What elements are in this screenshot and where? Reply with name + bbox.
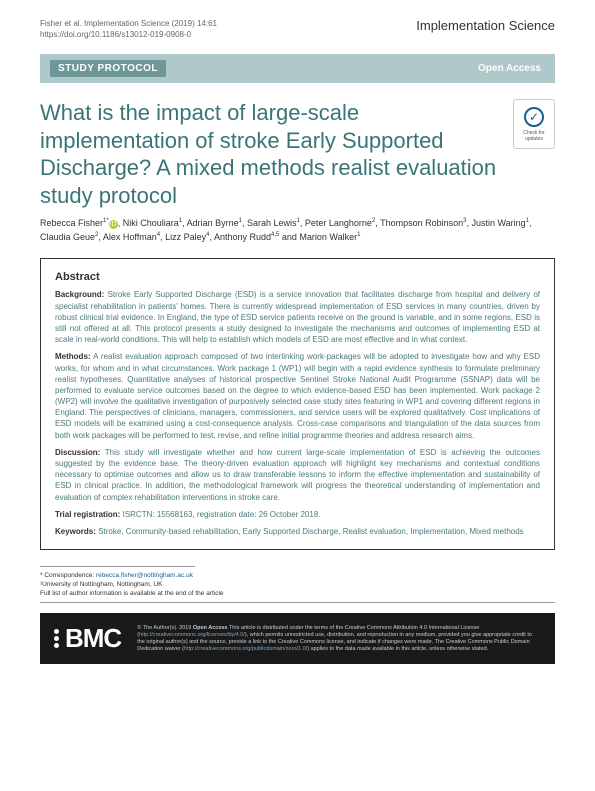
authors-list: Rebecca Fisher1*iD, Niki Chouliara1, Adr… bbox=[0, 217, 595, 258]
divider bbox=[40, 566, 195, 567]
author-info-note: Full list of author information is avail… bbox=[40, 589, 555, 598]
methods-text: A realist evaluation approach composed o… bbox=[55, 352, 540, 439]
check-icon: ✓ bbox=[524, 107, 544, 127]
abstract-box: Abstract Background: Stroke Early Suppor… bbox=[40, 258, 555, 550]
methods-label: Methods: bbox=[55, 352, 91, 361]
bmc-text: BMC bbox=[65, 623, 121, 654]
check-updates-text: Check for updates bbox=[518, 130, 550, 142]
trial-label: Trial registration: bbox=[55, 510, 120, 519]
correspondence-email: * Correspondence: rebecca.fisher@notting… bbox=[40, 571, 555, 580]
article-type-banner: STUDY PROTOCOL Open Access bbox=[40, 54, 555, 83]
journal-name: Implementation Science bbox=[416, 18, 555, 40]
abstract-methods: Methods: A realist evaluation approach c… bbox=[55, 351, 540, 441]
open-access-label: Open Access bbox=[478, 63, 545, 74]
abstract-heading: Abstract bbox=[55, 271, 540, 283]
keywords-label: Keywords: bbox=[55, 527, 96, 536]
email-link[interactable]: rebecca.fisher@nottingham.ac.uk bbox=[96, 572, 193, 579]
abstract-trial: Trial registration: ISRCTN: 15568163, re… bbox=[55, 509, 540, 520]
divider bbox=[40, 602, 555, 603]
citation-block: Fisher et al. Implementation Science (20… bbox=[40, 18, 217, 40]
abstract-background: Background: Stroke Early Supported Disch… bbox=[55, 289, 540, 345]
background-text: Stroke Early Supported Discharge (ESD) i… bbox=[55, 290, 540, 344]
study-protocol-label: STUDY PROTOCOL bbox=[50, 60, 166, 77]
correspondence-section: * Correspondence: rebecca.fisher@notting… bbox=[0, 550, 595, 603]
discussion-text: This study will investigate whether and … bbox=[55, 448, 540, 502]
affiliation-line: ¹University of Nottingham, Nottingham, U… bbox=[40, 580, 555, 589]
abstract-keywords: Keywords: Stroke, Community-based rehabi… bbox=[55, 526, 540, 537]
publisher-footer: BMC © The Author(s). 2019 Open Access Th… bbox=[40, 613, 555, 664]
article-title: What is the impact of large-scale implem… bbox=[40, 99, 501, 209]
discussion-label: Discussion: bbox=[55, 448, 100, 457]
background-label: Background: bbox=[55, 290, 104, 299]
crossmark-badge[interactable]: ✓ Check for updates bbox=[513, 99, 555, 149]
doi-text: https://doi.org/10.1186/s13012-019-0908-… bbox=[40, 29, 217, 40]
title-section: What is the impact of large-scale implem… bbox=[0, 83, 595, 217]
trial-text: ISRCTN: 15568163, registration date: 26 … bbox=[123, 510, 321, 519]
bmc-logo: BMC bbox=[54, 623, 121, 654]
page-header: Fisher et al. Implementation Science (20… bbox=[0, 0, 595, 48]
license-text: © The Author(s). 2019 Open Access This a… bbox=[137, 625, 541, 654]
citation-text: Fisher et al. Implementation Science (20… bbox=[40, 18, 217, 29]
abstract-discussion: Discussion: This study will investigate … bbox=[55, 447, 540, 503]
keywords-text: Stroke, Community-based rehabilitation, … bbox=[98, 527, 524, 536]
correspondence-block: * Correspondence: rebecca.fisher@notting… bbox=[40, 571, 555, 598]
bmc-dots-icon bbox=[54, 629, 59, 648]
